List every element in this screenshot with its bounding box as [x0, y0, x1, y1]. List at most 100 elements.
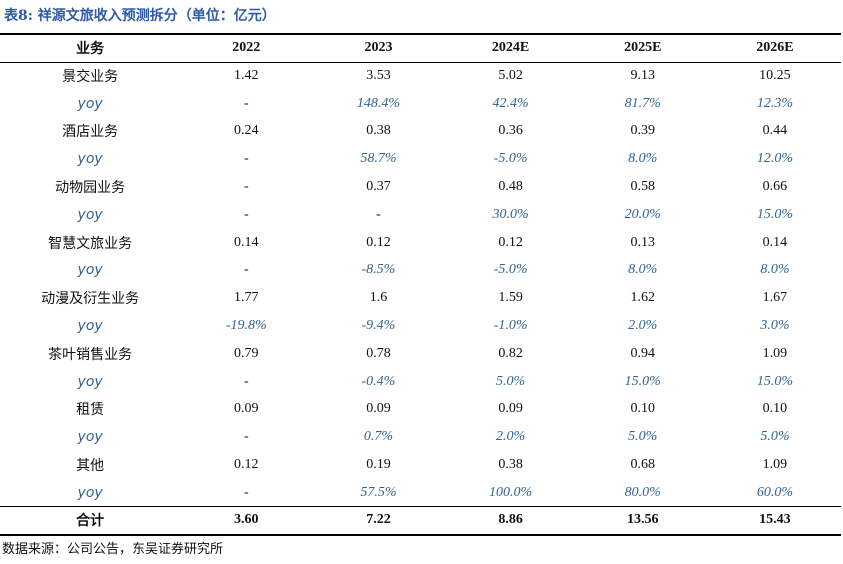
value-cell: - [243, 179, 249, 195]
total-cell: 3.60 [180, 506, 313, 536]
yoy-cell: 15.0% [756, 206, 793, 222]
value-cell: 0.19 [366, 457, 391, 473]
header-business: 业务 [0, 33, 181, 63]
yoy-cell: - [376, 206, 381, 222]
yoy-cell: 42.4% [492, 95, 529, 111]
value-cell: 0.79 [234, 345, 259, 361]
yoy-cell: - [243, 484, 249, 500]
yoy-label: yoy [77, 262, 103, 279]
value-cell: 9.13 [630, 68, 656, 84]
data-source-note: 数据来源：公司公告，东吴证券研究所 [2, 542, 224, 557]
yoy-cell: -0.4% [361, 373, 396, 389]
yoy-cell: 80.0% [624, 484, 661, 500]
total-label: 合计 [0, 506, 181, 536]
value-cell: 1.62 [630, 290, 656, 306]
yoy-cell: 148.4% [356, 95, 401, 111]
value-cell: 0.10 [762, 401, 788, 417]
yoy-cell: 20.0% [624, 206, 661, 222]
header-2026e: 2026E [708, 33, 841, 63]
value-cell: 0.09 [498, 401, 523, 417]
yoy-cell: 8.0% [628, 151, 658, 167]
yoy-cell: -5.0% [493, 262, 528, 278]
revenue-forecast-table: 业务 2022 2023 2024E 2025E 2026E 景交业务 1.42 3… [0, 33, 841, 536]
header-2025e: 2025E [576, 33, 709, 63]
total-cell: 13.56 [576, 506, 709, 536]
yoy-cell: - [243, 95, 249, 111]
table-title: 表8: 祥源文旅收入预测拆分（单位：亿元） [4, 8, 276, 24]
yoy-label: yoy [77, 318, 103, 335]
yoy-cell: 5.0% [628, 429, 658, 445]
value-cell: 0.14 [234, 234, 259, 250]
value-cell: 0.13 [630, 234, 656, 250]
value-cell: 0.44 [762, 123, 788, 139]
yoy-row: yoy - 58.7% -5.0% 8.0% 12.0% [0, 145, 841, 173]
business-row: 酒店业务 0.24 0.38 0.36 0.39 0.44 [0, 118, 841, 146]
business-row: 租赁 0.09 0.09 0.09 0.10 0.10 [0, 396, 841, 424]
yoy-cell: 2.0% [628, 318, 658, 334]
yoy-cell: -19.8% [225, 318, 267, 334]
header-2024e: 2024E [444, 33, 577, 63]
value-cell: 0.09 [366, 401, 391, 417]
value-cell: 0.66 [762, 179, 788, 195]
yoy-cell: 60.0% [756, 484, 793, 500]
yoy-row: yoy - - 30.0% 20.0% 15.0% [0, 201, 841, 229]
yoy-cell: -8.5% [361, 262, 396, 278]
value-cell: 0.09 [234, 401, 259, 417]
value-cell: 1.6 [369, 290, 388, 306]
business-label: 酒店业务 [62, 124, 119, 141]
yoy-cell: 12.3% [756, 95, 793, 111]
value-cell: 0.78 [366, 345, 391, 361]
value-cell: 5.02 [498, 68, 523, 84]
yoy-cell: -5.0% [493, 151, 528, 167]
yoy-row: yoy - -0.4% 5.0% 15.0% 15.0% [0, 368, 841, 396]
value-cell: 1.09 [762, 457, 788, 473]
yoy-cell: 5.0% [760, 429, 790, 445]
business-label: 景交业务 [62, 69, 119, 86]
yoy-label: yoy [77, 484, 103, 501]
yoy-cell: - [243, 206, 249, 222]
yoy-cell: 100.0% [489, 484, 533, 500]
yoy-cell: 57.5% [360, 484, 397, 500]
value-cell: 1.42 [234, 68, 259, 84]
yoy-cell: 2.0% [496, 429, 526, 445]
value-cell: 0.68 [630, 457, 656, 473]
yoy-cell: 3.0% [760, 318, 790, 334]
total-cell: 15.43 [708, 506, 841, 536]
value-cell: 0.12 [234, 457, 259, 473]
value-cell: 10.25 [759, 68, 791, 84]
value-cell: 1.77 [234, 290, 259, 306]
yoy-cell: 5.0% [496, 373, 526, 389]
business-label: 智慧文旅业务 [48, 235, 133, 252]
yoy-cell: - [243, 373, 249, 389]
yoy-row: yoy - 148.4% 42.4% 81.7% 12.3% [0, 90, 841, 118]
business-label: 租赁 [76, 402, 105, 419]
value-cell: 1.59 [498, 290, 523, 306]
business-label: 其他 [76, 458, 105, 475]
yoy-label: yoy [77, 373, 103, 390]
total-row: 合计 3.60 7.22 8.86 13.56 15.43 [0, 506, 841, 536]
yoy-cell: 15.0% [756, 373, 793, 389]
yoy-cell: 30.0% [492, 206, 529, 222]
value-cell: 1.67 [762, 290, 788, 306]
value-cell: 0.14 [762, 234, 788, 250]
business-row: 智慧文旅业务 0.14 0.12 0.12 0.13 0.14 [0, 229, 841, 257]
header-2022: 2022 [180, 33, 313, 63]
yoy-cell: 12.0% [756, 151, 793, 167]
yoy-cell: 81.7% [624, 95, 661, 111]
business-label: 动物园业务 [55, 180, 126, 197]
value-cell: 3.53 [366, 68, 391, 84]
business-label: 茶叶销售业务 [48, 346, 133, 363]
yoy-cell: - [243, 262, 249, 278]
yoy-cell: 58.7% [360, 151, 397, 167]
business-row: 动漫及衍生业务 1.77 1.6 1.59 1.62 1.67 [0, 284, 841, 312]
value-cell: 1.09 [762, 345, 788, 361]
yoy-cell: -1.0% [493, 318, 528, 334]
yoy-cell: 0.7% [363, 429, 394, 445]
yoy-cell: - [243, 151, 249, 167]
value-cell: 0.82 [498, 345, 523, 361]
yoy-row: yoy - -8.5% -5.0% 8.0% 8.0% [0, 257, 841, 285]
yoy-cell: -9.4% [361, 318, 396, 334]
yoy-cell: 8.0% [760, 262, 790, 278]
yoy-label: yoy [77, 429, 103, 446]
table-body: 景交业务 1.42 3.53 5.02 9.13 10.25 yoy - 148.4% 42.4%… [0, 62, 841, 536]
